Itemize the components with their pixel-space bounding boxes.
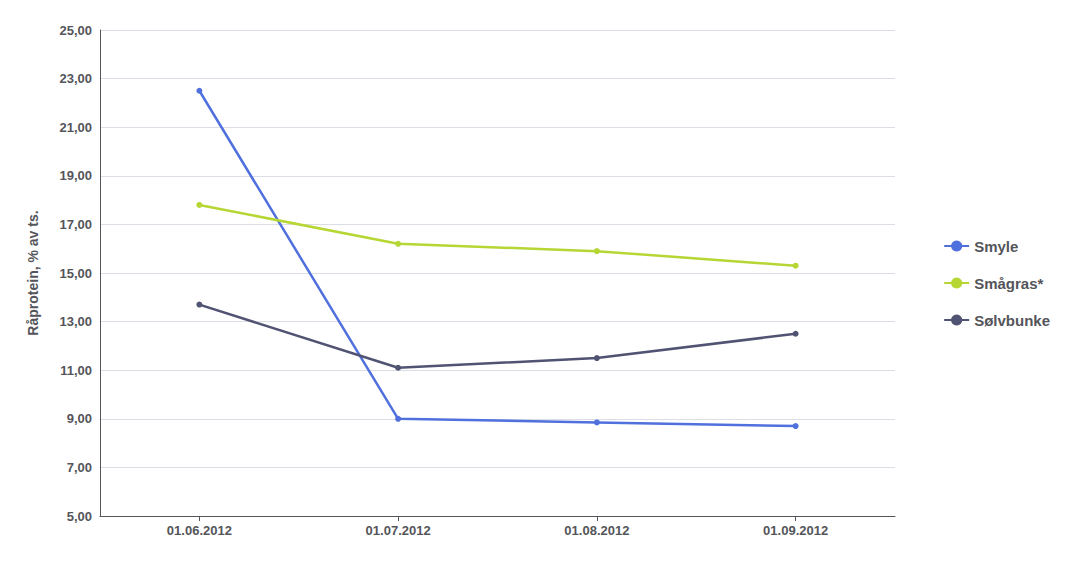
svg-text:01.08.2012: 01.08.2012 bbox=[564, 523, 629, 538]
svg-text:7,00: 7,00 bbox=[67, 460, 92, 475]
svg-text:23,00: 23,00 bbox=[59, 71, 92, 86]
svg-text:17,00: 17,00 bbox=[59, 217, 92, 232]
svg-text:19,00: 19,00 bbox=[59, 168, 92, 183]
svg-text:21,00: 21,00 bbox=[59, 120, 92, 135]
svg-text:01.07.2012: 01.07.2012 bbox=[366, 523, 431, 538]
svg-text:9,00: 9,00 bbox=[67, 411, 92, 426]
svg-text:11,00: 11,00 bbox=[60, 363, 92, 378]
svg-text:Sølvbunke: Sølvbunke bbox=[974, 312, 1050, 329]
svg-text:Smågras*: Smågras* bbox=[974, 275, 1043, 292]
svg-text:Smyle: Smyle bbox=[974, 238, 1018, 255]
svg-text:Råprotein, % av ts.: Råprotein, % av ts. bbox=[25, 210, 41, 335]
svg-text:13,00: 13,00 bbox=[59, 314, 92, 329]
svg-text:01.09.2012: 01.09.2012 bbox=[763, 523, 828, 538]
svg-text:15,00: 15,00 bbox=[59, 266, 92, 281]
svg-text:25,00: 25,00 bbox=[59, 23, 92, 38]
svg-text:01.06.2012: 01.06.2012 bbox=[167, 523, 232, 538]
svg-text:5,00: 5,00 bbox=[67, 509, 92, 524]
